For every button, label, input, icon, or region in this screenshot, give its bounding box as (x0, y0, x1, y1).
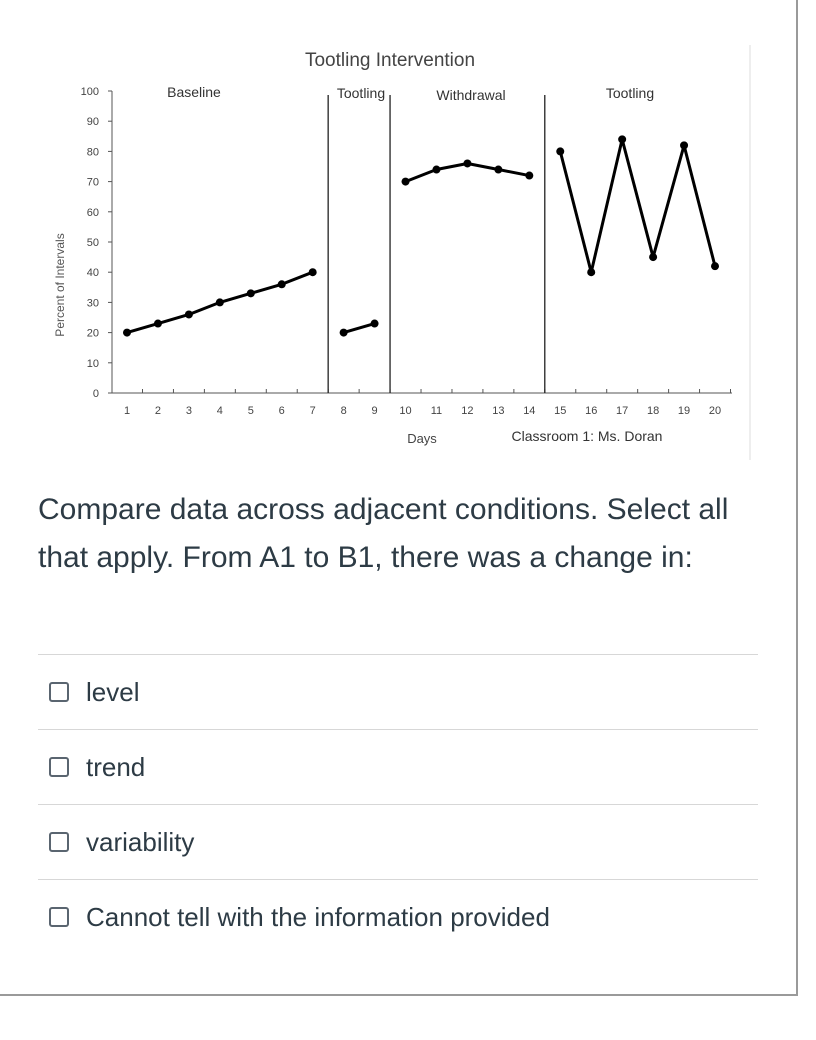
x-tick-label: 4 (217, 405, 223, 417)
y-tick-label: 70 (87, 177, 99, 189)
data-point (680, 141, 689, 150)
answer-label: Cannot tell with the information provide… (86, 901, 550, 932)
x-tick-label: 13 (492, 405, 504, 417)
x-tick-label: 11 (431, 405, 442, 417)
phase-label-tootling-2: Tootling (606, 85, 654, 101)
x-tick-label: 1 (124, 405, 130, 417)
x-axis-label: Days (407, 431, 437, 446)
checkbox[interactable] (49, 907, 69, 927)
chart-title: Tootling Intervention (305, 50, 475, 71)
y-tick-label: 60 (87, 207, 99, 219)
y-tick-label: 0 (93, 388, 99, 400)
data-point (401, 177, 410, 186)
y-tick-label: 50 (87, 237, 99, 249)
checkbox[interactable] (49, 832, 69, 852)
line-chart: Tootling Intervention Percent of Interva… (50, 40, 762, 465)
x-tick-label: 19 (678, 405, 690, 417)
x-tick-label: 18 (647, 405, 659, 417)
x-tick-label: 3 (186, 405, 192, 417)
x-tick-label: 16 (585, 405, 597, 417)
chart-svg: Tootling Intervention Percent of Interva… (53, 45, 751, 460)
chart-caption: Classroom 1: Ms. Doran (512, 428, 663, 444)
data-point (556, 147, 565, 156)
y-tick-label: 90 (87, 116, 99, 128)
checkbox[interactable] (49, 757, 69, 777)
x-tick-label: 17 (616, 405, 628, 417)
x-tick-label: 20 (709, 405, 721, 417)
phase-label-baseline: Baseline (167, 84, 221, 100)
x-tick-label: 2 (155, 405, 161, 417)
answer-label: variability (86, 826, 195, 857)
data-point (246, 289, 255, 298)
data-point (618, 135, 627, 144)
y-tick-label: 10 (87, 358, 99, 370)
x-tick-label: 14 (523, 405, 535, 417)
data-point (494, 165, 503, 174)
x-tick-label: 9 (372, 405, 378, 417)
y-axis-label: Percent of Intervals (53, 233, 67, 336)
y-tick-label: 40 (87, 267, 99, 279)
data-point (277, 280, 286, 289)
data-point (525, 171, 534, 180)
answer-option-variability[interactable]: variability (38, 804, 758, 879)
answer-list: level trend variability Cannot tell with… (38, 654, 758, 954)
y-tick-label: 100 (81, 86, 99, 98)
x-tick-label: 15 (554, 405, 566, 417)
data-point (123, 328, 131, 337)
x-tick-label: 7 (310, 405, 316, 417)
phase-label-withdrawal: Withdrawal (436, 87, 505, 103)
answer-label: level (86, 676, 140, 707)
answer-option-level[interactable]: level (38, 654, 758, 729)
data-point (339, 328, 348, 337)
data-point (308, 268, 317, 277)
x-tick-label: 12 (461, 405, 473, 417)
data-point (463, 159, 472, 168)
answer-option-trend[interactable]: trend (38, 729, 758, 804)
y-tick-label: 30 (87, 297, 99, 309)
answer-label: trend (86, 751, 146, 782)
checkbox[interactable] (49, 682, 69, 702)
data-point (153, 319, 162, 328)
y-tick-label: 20 (87, 328, 99, 340)
series-line (343, 322, 376, 335)
data-point (649, 253, 658, 262)
question-frame (0, 0, 798, 996)
x-tick-label: 8 (341, 405, 347, 417)
x-tick-label: 6 (279, 405, 285, 417)
phase-label-tootling-1: Tootling (337, 85, 385, 101)
data-point (370, 319, 379, 328)
y-tick-label: 80 (87, 146, 99, 158)
x-tick-label: 10 (399, 405, 411, 417)
question-text: Compare data across adjacent conditions.… (38, 493, 729, 574)
x-tick-label: 5 (248, 405, 254, 417)
data-point (587, 268, 596, 277)
data-point (711, 262, 719, 271)
answer-option-cannot-tell[interactable]: Cannot tell with the information provide… (38, 879, 758, 954)
series-line (558, 137, 717, 274)
data-point (215, 298, 224, 307)
data-point (432, 165, 441, 174)
data-point (184, 310, 193, 319)
